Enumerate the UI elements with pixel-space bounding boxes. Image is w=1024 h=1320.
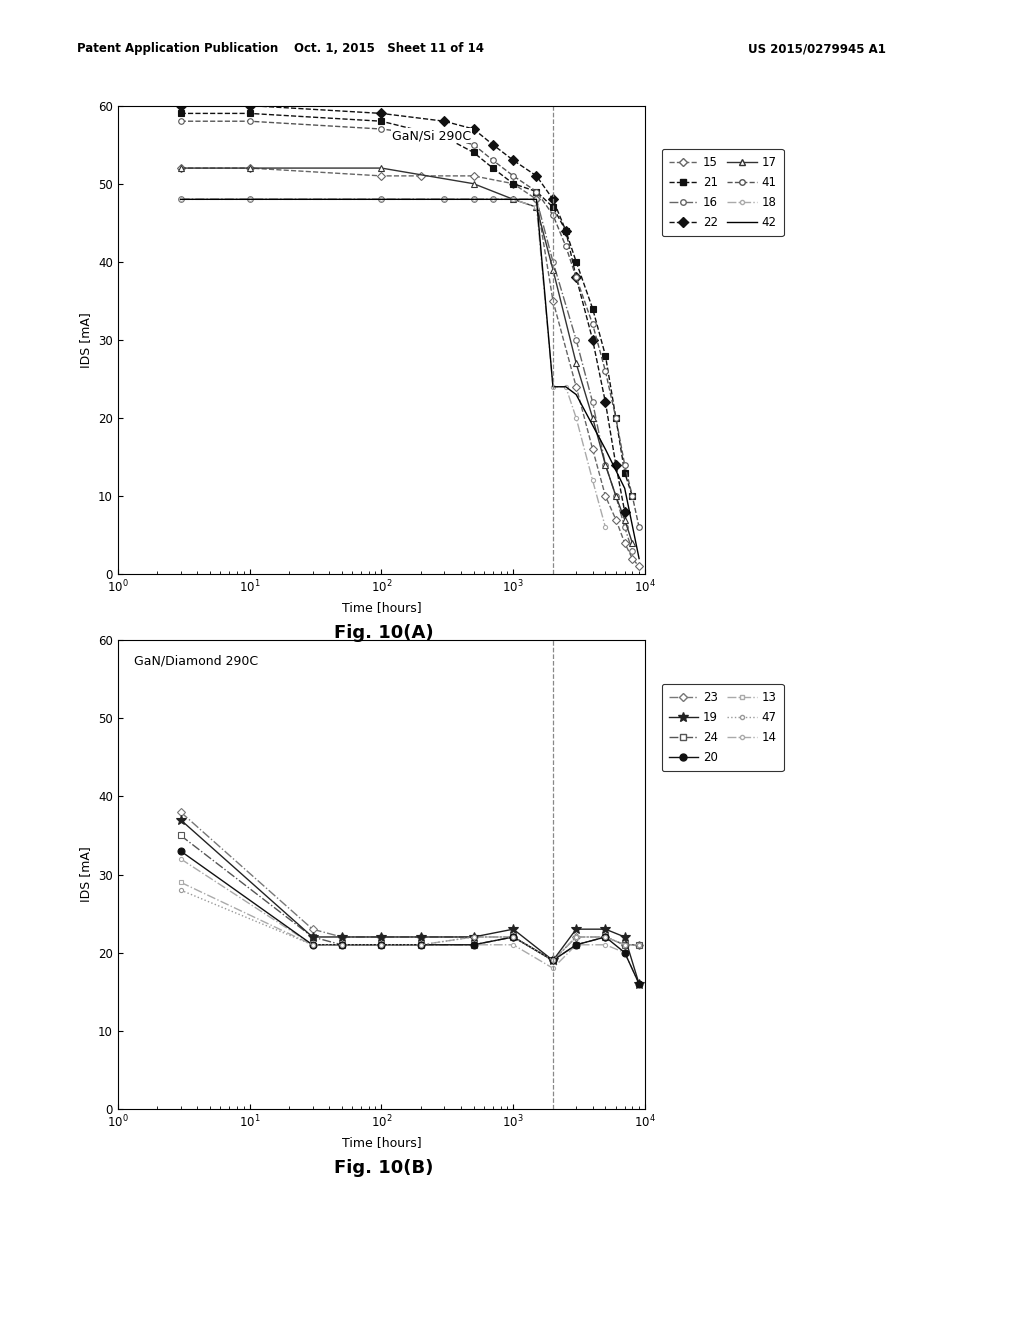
Legend: 23, 19, 24, 20, 13, 47, 14: 23, 19, 24, 20, 13, 47, 14 bbox=[662, 684, 783, 771]
Text: Fig. 10(A): Fig. 10(A) bbox=[334, 624, 434, 643]
Y-axis label: IDS [mA]: IDS [mA] bbox=[80, 846, 92, 903]
X-axis label: Time [hours]: Time [hours] bbox=[342, 1135, 421, 1148]
Y-axis label: IDS [mA]: IDS [mA] bbox=[80, 312, 92, 368]
Text: Oct. 1, 2015   Sheet 11 of 14: Oct. 1, 2015 Sheet 11 of 14 bbox=[294, 42, 484, 55]
Text: Patent Application Publication: Patent Application Publication bbox=[77, 42, 279, 55]
Text: GaN/Diamond 290C: GaN/Diamond 290C bbox=[133, 655, 258, 667]
X-axis label: Time [hours]: Time [hours] bbox=[342, 601, 421, 614]
Text: Fig. 10(B): Fig. 10(B) bbox=[334, 1159, 434, 1177]
Text: US 2015/0279945 A1: US 2015/0279945 A1 bbox=[748, 42, 886, 55]
Text: GaN/Si 290C: GaN/Si 290C bbox=[392, 129, 471, 143]
Legend: 15, 21, 16, 22, 17, 41, 18, 42: 15, 21, 16, 22, 17, 41, 18, 42 bbox=[662, 149, 783, 236]
